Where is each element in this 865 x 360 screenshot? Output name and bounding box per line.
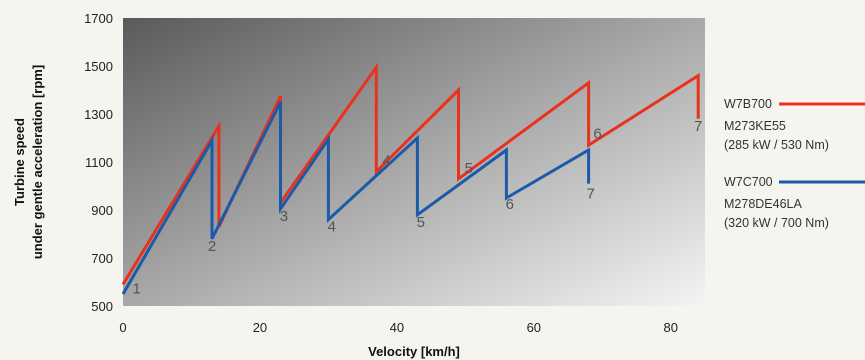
y-tick-label: 500 — [91, 299, 113, 314]
gear-label: 5 — [417, 214, 425, 231]
x-tick-label: 0 — [119, 320, 126, 335]
y-tick-label: 700 — [91, 251, 113, 266]
x-tick-label: 20 — [253, 320, 267, 335]
legend-entry-w7b700: W7B700 M273KE55 (285 kW / 530 Nm) — [724, 97, 865, 152]
gear-label: 5 — [465, 160, 473, 177]
y-tick-label: 900 — [91, 203, 113, 218]
y-tick-label: 1700 — [84, 11, 113, 26]
legend-model-w7c700: M278DE46LA — [724, 197, 802, 211]
y-tick-label: 1100 — [85, 155, 113, 170]
gear-label: 4 — [382, 153, 390, 170]
legend-spec-w7b700: (285 kW / 530 Nm) — [724, 138, 829, 152]
x-axis-label: Velocity [km/h] — [368, 344, 460, 359]
plot-area — [123, 18, 705, 306]
x-tick-label: 60 — [527, 320, 541, 335]
gear-label: 4 — [328, 219, 336, 236]
legend-spec-w7c700: (320 kW / 700 Nm) — [724, 216, 829, 230]
legend-model-w7b700: M273KE55 — [724, 119, 786, 133]
gear-label: 7 — [694, 118, 702, 135]
series-line-w7c700 — [121, 101, 591, 295]
gear-label: 7 — [586, 185, 594, 202]
gear-label: 1 — [133, 280, 141, 297]
y-axis-ticks: 500 700 900 1100 1300 1500 1700 — [84, 11, 113, 314]
legend-name-w7c700: W7C700 — [724, 175, 773, 189]
x-tick-label: 40 — [390, 320, 404, 335]
legend: W7B700 M273KE55 (285 kW / 530 Nm) W7C700… — [724, 97, 865, 230]
gear-label: 6 — [506, 196, 514, 213]
y-axis-label-line2: under gentle acceleration [rpm] — [30, 65, 45, 259]
gear-labels: 1 2 3 4 4 5 5 6 6 7 7 — [133, 118, 703, 297]
x-axis-ticks: 0 20 40 60 80 — [119, 320, 678, 335]
legend-name-w7b700: W7B700 — [724, 97, 772, 111]
y-tick-label: 1500 — [84, 59, 113, 74]
gear-label: 2 — [208, 238, 216, 255]
series-lines — [121, 62, 700, 295]
y-tick-label: 1300 — [84, 107, 113, 122]
legend-entry-w7c700: W7C700 M278DE46LA (320 kW / 700 Nm) — [724, 175, 865, 230]
x-tick-label: 80 — [664, 320, 678, 335]
gear-label: 6 — [593, 125, 601, 142]
gear-label: 3 — [280, 208, 288, 225]
y-axis-label-line1: Turbine speed — [12, 118, 27, 206]
